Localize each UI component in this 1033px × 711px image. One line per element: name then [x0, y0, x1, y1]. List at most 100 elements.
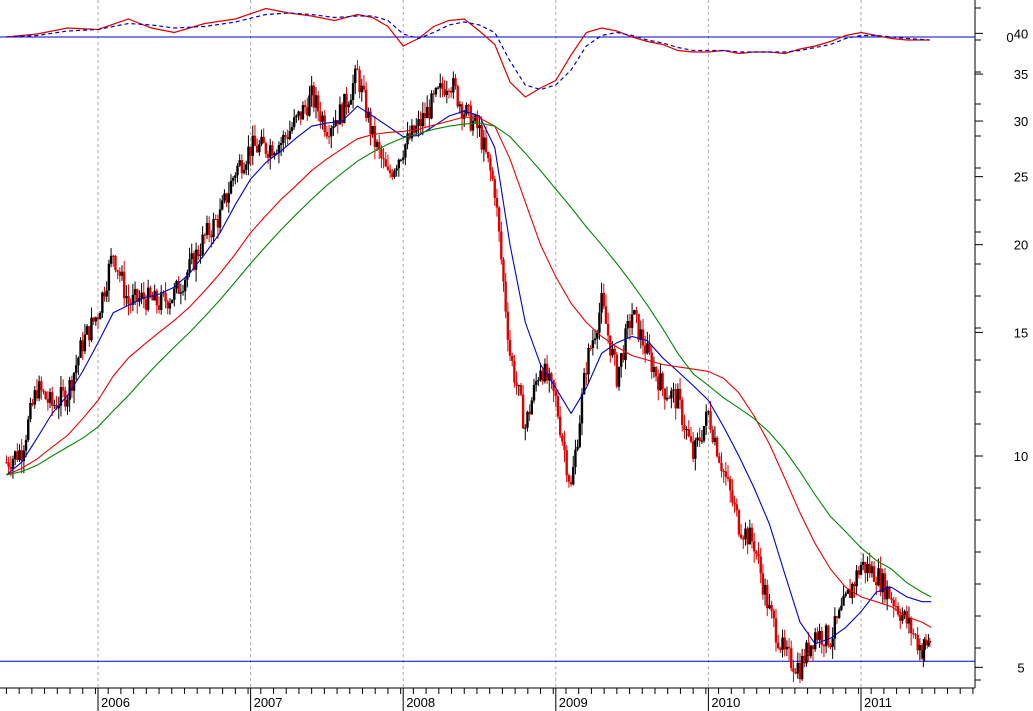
candle-body — [506, 311, 510, 340]
candle-body — [445, 90, 448, 96]
candle-body — [663, 388, 666, 400]
candle-body — [301, 105, 305, 120]
candle-body — [288, 131, 292, 140]
candle-body — [284, 134, 287, 137]
candle-body — [201, 234, 204, 255]
candle-body — [482, 137, 486, 150]
year-label: 2006 — [101, 695, 130, 710]
candle-body — [190, 253, 193, 260]
candle-body — [207, 223, 211, 236]
candle-body — [838, 609, 841, 618]
candle-body — [109, 255, 113, 264]
candle-body — [759, 556, 762, 574]
candle-body — [519, 385, 523, 395]
candle-body — [384, 159, 387, 167]
candle-body — [70, 379, 74, 391]
candle-body — [556, 396, 560, 417]
candle-body — [238, 160, 241, 166]
candle-body — [790, 648, 793, 669]
candle-body — [225, 193, 228, 203]
candle-body — [822, 644, 826, 647]
candle-body — [585, 373, 588, 375]
candle-body — [155, 290, 159, 306]
candle-body — [772, 610, 775, 619]
candle-body — [114, 255, 117, 271]
candle-body — [334, 120, 337, 127]
candle-body — [550, 373, 553, 381]
candle-body — [5, 462, 8, 464]
candle-body — [199, 254, 202, 257]
candle-body — [729, 478, 732, 491]
candle-body — [484, 137, 488, 152]
year-label: 2011 — [864, 695, 892, 710]
oscillator-tick-label: 0 — [1006, 30, 1013, 45]
candle-body — [168, 302, 172, 309]
candle-body — [88, 326, 91, 341]
candle-body — [83, 334, 87, 352]
candle-body — [635, 310, 638, 314]
price-tick-label: 20 — [1014, 238, 1028, 253]
candle-body — [624, 328, 627, 361]
candle-body — [903, 611, 906, 615]
candle-body — [926, 641, 929, 646]
candle-body — [388, 169, 392, 174]
candle-body — [770, 605, 773, 611]
candle-body — [652, 367, 656, 373]
year-label: 2008 — [406, 695, 435, 710]
moving-average-1 — [6, 105, 932, 645]
candle-body — [386, 166, 390, 170]
candle-body — [582, 373, 586, 395]
candle-body — [807, 642, 810, 657]
candle-body — [327, 136, 331, 138]
candle-body — [537, 379, 540, 382]
candle-body — [345, 93, 348, 108]
candle-body — [404, 144, 407, 158]
year-label: 2007 — [254, 695, 283, 710]
candle-body — [528, 411, 531, 415]
candle-body — [613, 348, 616, 355]
candle-body — [406, 133, 409, 145]
candle-body — [458, 104, 462, 107]
candle-body — [51, 392, 54, 406]
candle-body — [861, 561, 865, 566]
candle-body — [229, 180, 233, 194]
candle-body — [380, 148, 383, 159]
candle-body — [545, 363, 549, 381]
candle-body — [504, 281, 507, 312]
candle-body — [702, 425, 706, 441]
candle-body — [57, 405, 60, 409]
candle-body — [131, 294, 135, 305]
candle-body — [410, 125, 414, 139]
candle-body — [792, 668, 795, 672]
candle-body — [35, 390, 39, 399]
candle-body — [393, 170, 396, 178]
candle-body — [521, 394, 525, 429]
candle-body — [517, 385, 520, 387]
candle-body — [358, 70, 361, 93]
candle-body — [761, 573, 765, 595]
candle-body — [443, 88, 446, 96]
candle-body — [142, 292, 145, 300]
candle-body — [371, 125, 374, 134]
candle-body — [255, 145, 259, 153]
candle-body — [650, 352, 653, 373]
candle-body — [40, 381, 43, 391]
candle-body — [609, 335, 612, 356]
candle-body — [242, 169, 246, 174]
candle-body — [872, 566, 876, 582]
candle-body — [587, 347, 590, 375]
candle-body — [77, 357, 80, 366]
candle-body — [85, 326, 89, 335]
candle-body — [598, 312, 601, 333]
candle-body — [877, 568, 880, 586]
candle-body — [279, 143, 283, 146]
candle-body — [709, 411, 712, 430]
candle-body — [170, 299, 174, 303]
candle-body — [909, 618, 913, 634]
candle-body — [835, 616, 839, 618]
candle-body — [787, 646, 791, 649]
candle-body — [534, 381, 538, 385]
candle-body — [922, 649, 925, 659]
candle-body — [800, 655, 804, 680]
